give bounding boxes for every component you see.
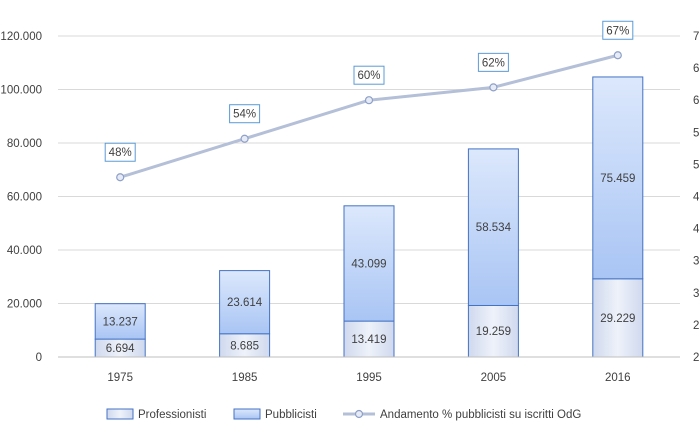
y2-tick-label: 3 [693,256,699,268]
x-axis: 1975 1985 1995 2005 2016 [58,356,680,384]
y-tick-label: 20.000 [7,299,42,311]
line-data-label-box [104,142,136,162]
data-label-professionisti: 13.419 [351,334,386,346]
line-data-label: 60% [357,70,380,82]
line-point [364,96,374,105]
y2-tick-label: 4 [693,192,700,204]
y2-tick-label: 7 [693,31,699,43]
y-tick-label: 60.000 [7,192,42,204]
line-data-label-box [229,104,261,124]
x-tick-label: 2005 [481,372,507,384]
data-label-pubblicisti: 75.459 [600,173,635,185]
legend-swatch-professionisti [106,408,134,420]
legend: Professionisti Pubblicisti Andamento % pub… [106,408,581,421]
x-tick-label: 1985 [232,372,258,384]
legend-label-andamento: Andamento % pubblicisti su iscritti OdG [380,409,581,421]
line-point [240,134,249,143]
data-label-professionisti: 6.694 [106,343,135,355]
y-tick-label: 0 [36,352,42,364]
line-data-label-box [602,20,634,40]
y-tick-label: 80.000 [7,138,42,150]
line-data-label-box [477,52,509,72]
line-point [116,173,125,182]
y-tick-label: 120.000 [0,31,42,43]
y2-tick-label: 2 [693,320,699,332]
bar-professionisti [592,278,644,358]
x-tick-label: 1975 [107,372,133,384]
y2-tick-label: 6 [693,63,699,75]
y2-tick-label: 4 [693,224,700,236]
x-tick-label: 1995 [356,372,382,384]
legend-line-marker [354,409,364,419]
y2-tick-label: 5 [693,159,699,171]
y2-tick-label: 5 [693,127,699,139]
legend-label-professionisti: Professionisti [138,409,206,421]
line-data-label: 62% [482,57,505,69]
bar-professionisti [467,304,519,358]
data-label-pubblicisti: 13.237 [103,316,138,328]
bar-pubblicisti [467,148,519,306]
line-data-label: 67% [606,25,629,37]
y-axis-primary: 0 20.000 40.000 60.000 80.000 100.000 120.000 [0,31,42,364]
bar-professionisti [343,320,395,358]
y2-tick-label: 3 [693,288,699,300]
x-tick-label: 2016 [605,372,631,384]
y2-tick-label: 2 [693,352,699,364]
line-series-group: 48% 54% 60% 62% 67% [104,20,634,182]
data-label-professionisti: 19.259 [476,326,511,338]
data-label-pubblicisti: 43.099 [351,258,386,270]
bar-pubblicisti [343,205,395,322]
bar-pubblicisti [592,76,644,280]
y-axis-secondary: 2 2 3 3 4 4 5 5 6 6 7 [693,31,700,364]
data-label-pubblicisti: 23.614 [227,297,263,309]
data-label-professionisti: 8.685 [230,340,259,352]
bars-group: 6.694 13.237 8.685 23.614 13.419 43.099 19.259… [94,76,644,358]
line-point [613,51,622,60]
data-label-professionisti: 29.229 [600,313,635,325]
line-data-label: 48% [109,147,132,159]
y2-tick-label: 6 [693,95,699,107]
bar-pubblicisti [94,303,146,340]
legend-label-pubblicisti: Pubblicisti [265,409,317,421]
y-tick-label: 100.000 [0,85,42,97]
line-point [489,83,498,92]
line-data-label-box [353,65,385,85]
bar-pubblicisti [219,270,271,335]
y-tick-label: 40.000 [7,245,42,257]
data-label-pubblicisti: 58.534 [476,222,512,234]
legend-swatch-pubblicisti [233,408,261,420]
line-data-label: 54% [233,109,256,121]
